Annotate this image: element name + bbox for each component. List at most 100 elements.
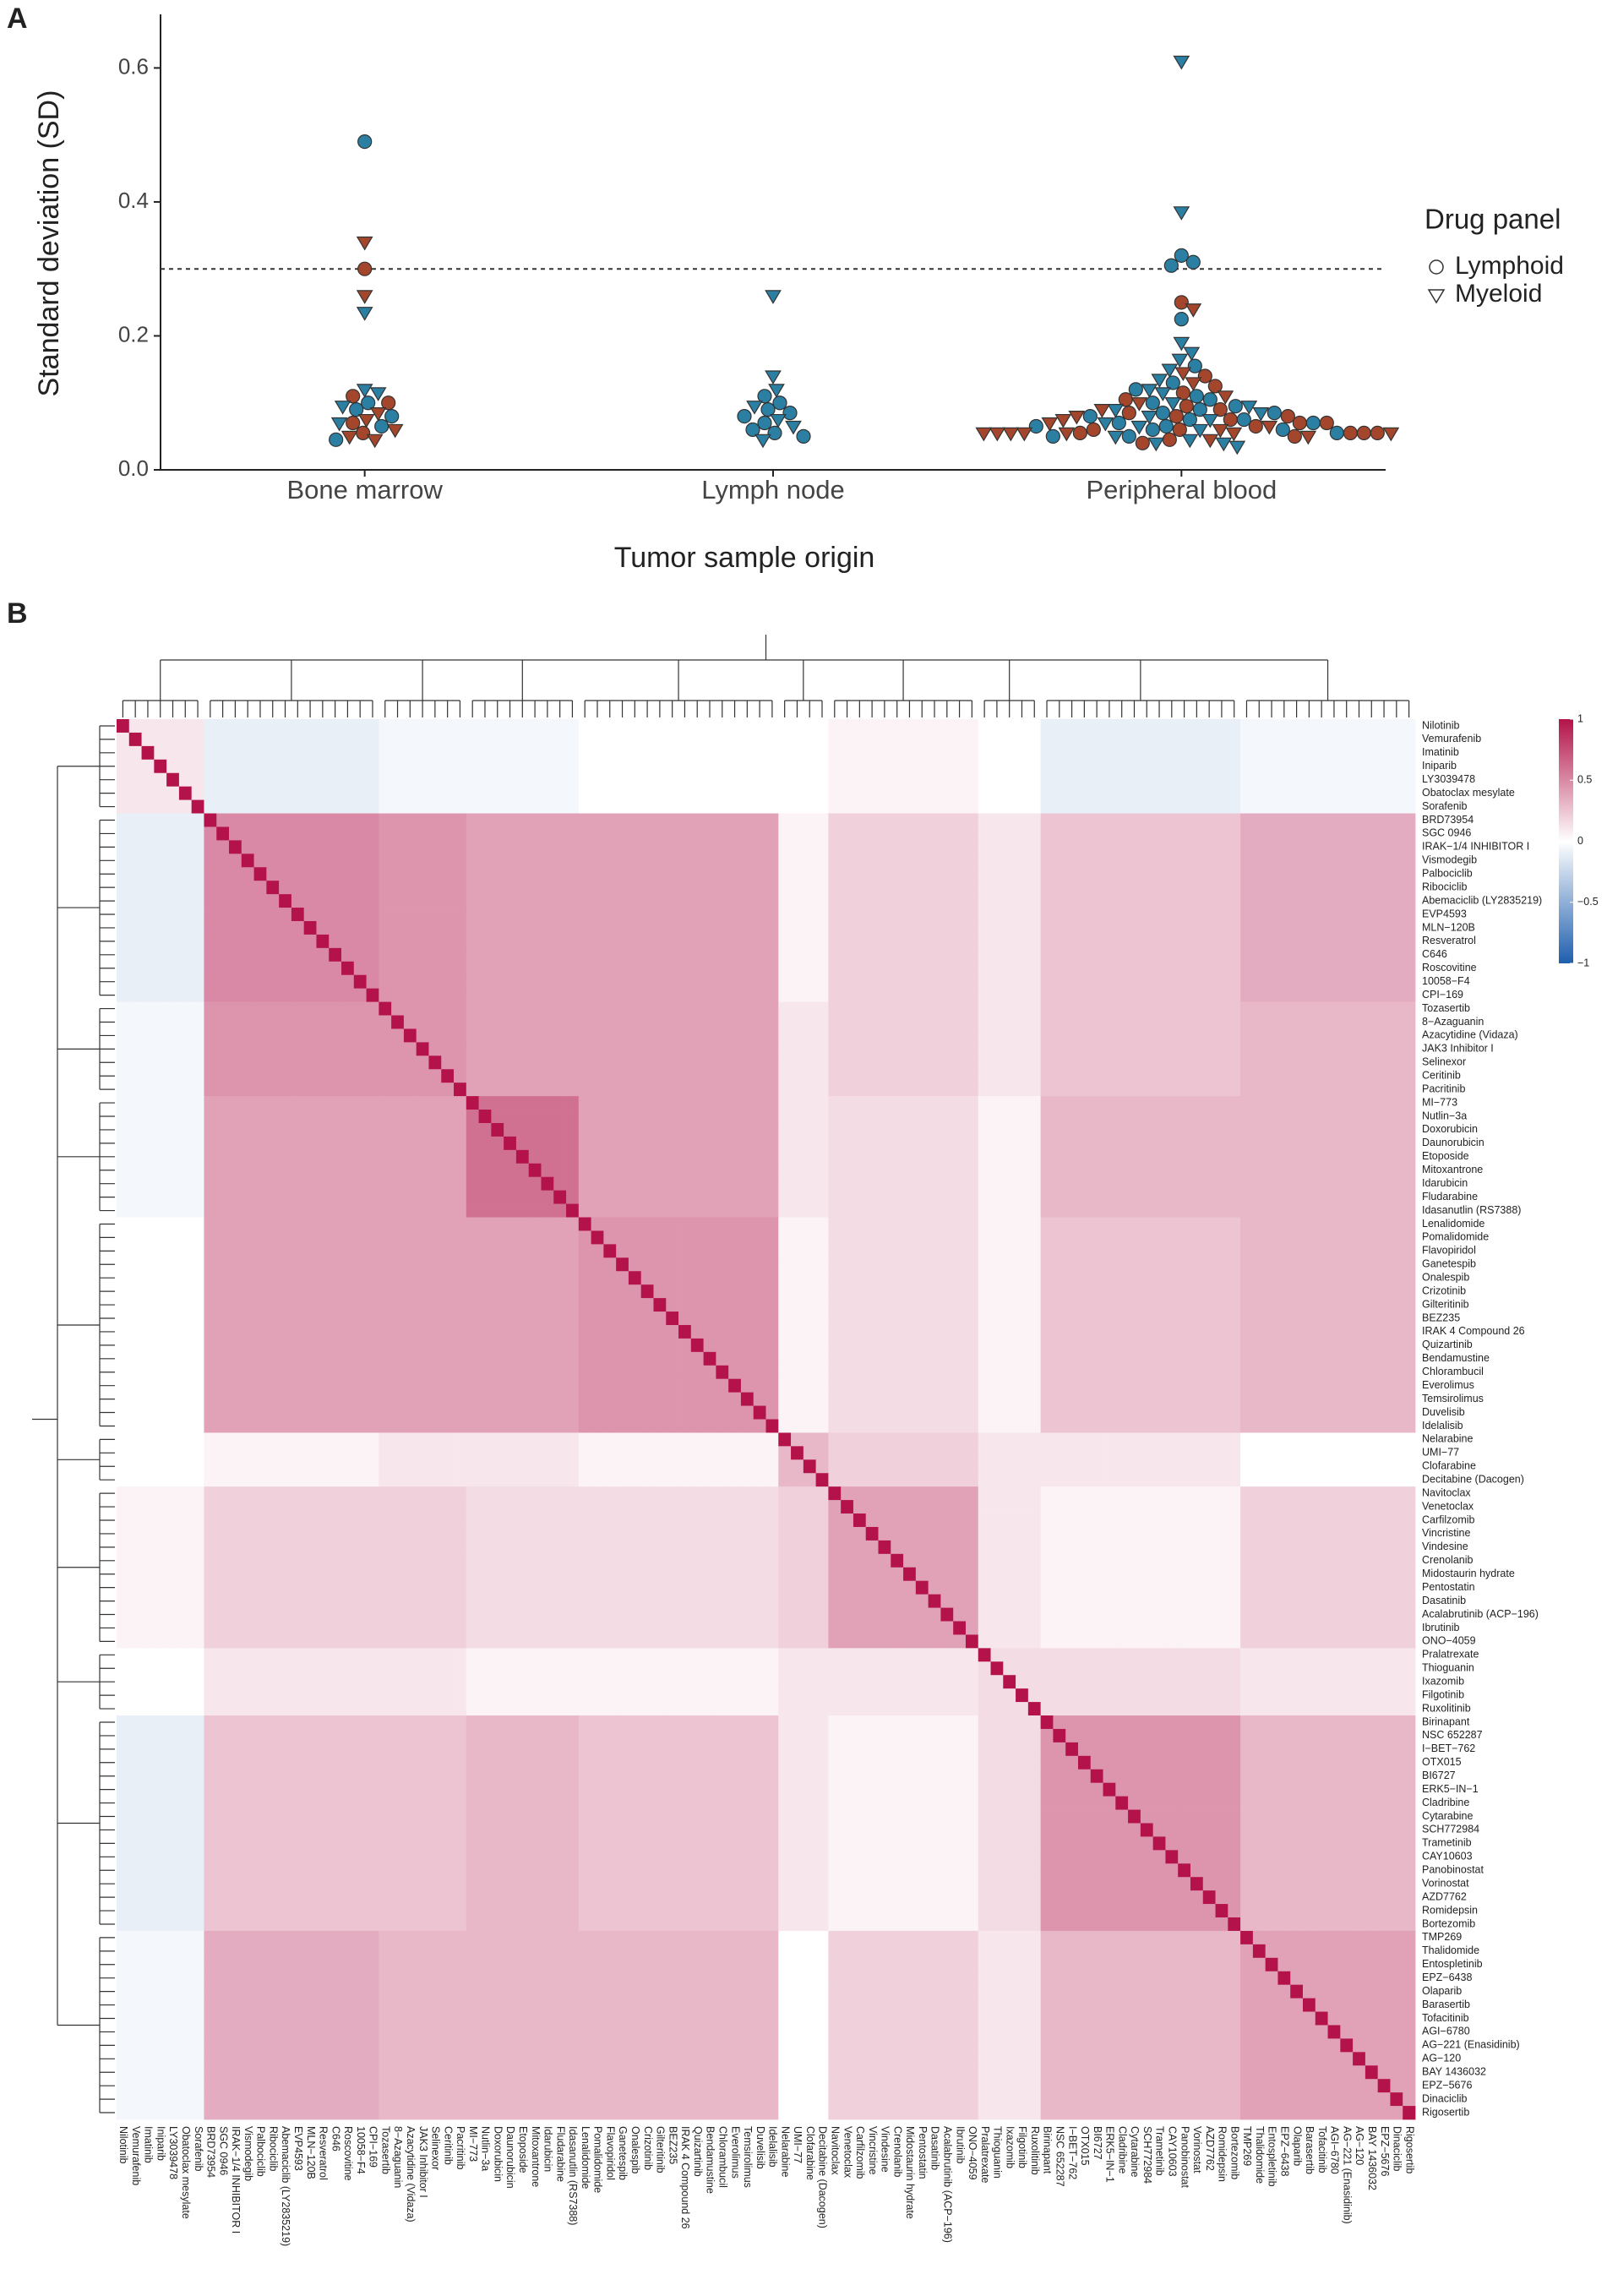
heatmap-cell: [166, 1136, 180, 1151]
heatmap-cell: [953, 1055, 967, 1070]
heatmap-cell: [1327, 1284, 1341, 1299]
heatmap-cell: [978, 1001, 991, 1016]
heatmap-cell: [778, 1069, 792, 1083]
heatmap-cell: [515, 1110, 530, 1124]
heatmap-cell: [416, 920, 429, 935]
heatmap-cell: [353, 826, 367, 841]
heatmap-cell: [965, 867, 979, 881]
heatmap-cell: [1040, 1312, 1054, 1326]
heatmap-cell: [1290, 867, 1304, 881]
heatmap-cell: [329, 1190, 342, 1204]
heatmap-cell: [178, 854, 193, 868]
heatmap-cell: [1190, 1271, 1204, 1285]
heatmap-cell: [1090, 840, 1103, 854]
heatmap-cell: [166, 1096, 180, 1110]
heatmap-cell: [1165, 1312, 1179, 1326]
heatmap-cell: [279, 759, 292, 774]
heatmap-cell: [853, 1284, 867, 1299]
heatmap-cell: [591, 1028, 604, 1043]
heatmap-cell: [566, 1298, 580, 1312]
heatmap-cell: [1353, 867, 1366, 881]
point: [346, 389, 361, 404]
heatmap-cell: [229, 1244, 242, 1258]
heatmap-cell: [690, 881, 705, 895]
heatmap-cell: [279, 947, 292, 963]
heatmap-cell: [128, 1001, 142, 1016]
heatmap-cell: [441, 1284, 455, 1299]
heatmap-cell: [329, 759, 342, 774]
heatmap-cell: [841, 1312, 854, 1326]
heatmap-cell: [1390, 1271, 1403, 1285]
heatmap-cell: [690, 1149, 705, 1164]
heatmap-cell: [653, 719, 667, 734]
heatmap-cell: [1290, 1324, 1304, 1339]
heatmap-cell: [478, 1217, 492, 1231]
heatmap-cell: [329, 1069, 342, 1083]
heatmap-cell: [191, 1338, 204, 1353]
heatmap-cell: [553, 759, 567, 774]
heatmap-cell: [391, 745, 405, 761]
heatmap-cell: [1003, 1271, 1016, 1285]
heatmap-cell: [965, 1284, 979, 1299]
heatmap-cell: [915, 1042, 929, 1056]
point: [1174, 312, 1189, 327]
heatmap-cell: [778, 840, 792, 854]
heatmap-cell: [541, 1136, 554, 1151]
heatmap-cell: [791, 772, 804, 788]
heatmap-cell: [1390, 1257, 1403, 1272]
heatmap-cell: [915, 840, 929, 854]
heatmap-cell: [690, 732, 705, 747]
heatmap-cell: [141, 840, 155, 854]
heatmap-cell: [865, 732, 879, 747]
heatmap-cell: [1152, 1083, 1166, 1097]
heatmap-cell: [541, 1230, 554, 1245]
heatmap-cell: [403, 1257, 417, 1272]
heatmap-cell: [978, 881, 991, 895]
heatmap-cell: [428, 1055, 442, 1070]
heatmap-cell: [428, 1203, 442, 1218]
heatmap-cell: [1053, 974, 1066, 990]
heatmap-cell: [603, 920, 617, 935]
heatmap-cell: [379, 1055, 392, 1070]
heatmap-cell: [553, 961, 567, 976]
heatmap-cell: [753, 934, 766, 949]
heatmap-cell: [965, 745, 979, 761]
heatmap-cell: [1053, 1149, 1066, 1164]
heatmap-cell: [965, 759, 979, 774]
heatmap-cell: [815, 881, 829, 895]
heatmap-cell: [1252, 1284, 1267, 1299]
heatmap-cell: [990, 1069, 1004, 1083]
heatmap-cell: [178, 1122, 193, 1137]
heatmap-cell: [329, 813, 342, 827]
point: [785, 420, 802, 435]
heatmap-cell: [191, 1136, 204, 1151]
heatmap-cell: [1315, 867, 1328, 881]
point: [361, 395, 376, 411]
heatmap-cell: [366, 799, 379, 814]
heatmap-cell: [891, 881, 904, 895]
heatmap-cell: [329, 974, 342, 990]
heatmap-cell: [940, 1042, 954, 1056]
heatmap-cell: [841, 1230, 854, 1245]
heatmap-cell: [878, 1217, 891, 1231]
heatmap-cell: [204, 881, 217, 895]
heatmap-cell: [291, 1338, 305, 1353]
point: [1185, 303, 1202, 318]
heatmap-cell: [666, 1203, 679, 1218]
heatmap-cell: [578, 934, 591, 949]
heatmap-cell: [1065, 894, 1079, 908]
heatmap-cell: [1190, 961, 1204, 976]
heatmap-cell: [1065, 934, 1079, 949]
heatmap-cell: [478, 1028, 492, 1043]
heatmap-cell: [1240, 1230, 1254, 1245]
heatmap-cell: [891, 732, 904, 747]
heatmap-cell: [666, 1312, 679, 1326]
heatmap-cell: [1403, 1257, 1416, 1272]
heatmap-cell: [1315, 1324, 1328, 1339]
heatmap-cell: [391, 974, 405, 990]
heatmap-cell: [928, 1284, 941, 1299]
heatmap-cell: [640, 1230, 654, 1245]
heatmap-cell: [528, 1230, 542, 1245]
heatmap-cell: [117, 1271, 130, 1285]
heatmap-cell: [466, 1122, 479, 1137]
